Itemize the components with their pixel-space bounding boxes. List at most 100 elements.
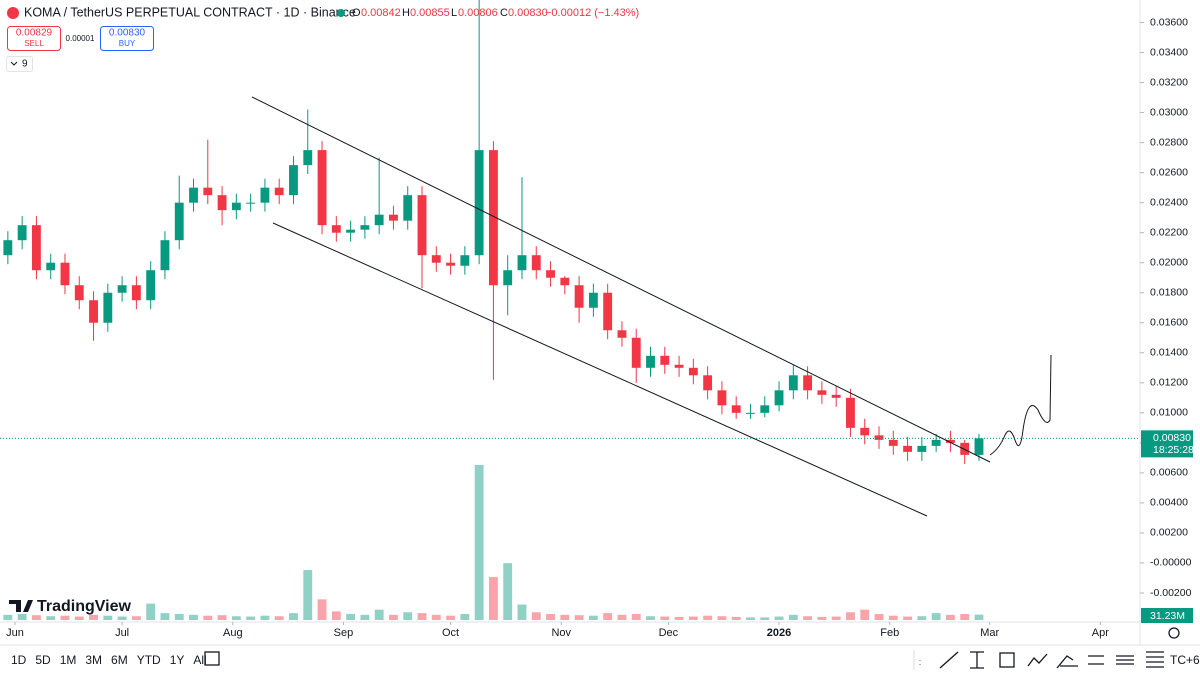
volume-bar [403,612,413,620]
volume-bar [974,614,984,620]
volume-bar [860,609,870,620]
volume-bar [131,616,141,620]
volume-bar [646,616,655,620]
h-key: H [402,7,410,19]
candle-body [317,150,327,226]
sell-box[interactable] [7,26,61,51]
volume-bar [588,615,598,620]
volume-bar [246,616,256,620]
fib-tool[interactable] [1088,655,1104,665]
candle-body [560,277,570,286]
volume-label: 31.23M [1150,610,1185,622]
candle-body [574,285,584,308]
volume-bar [274,616,284,620]
volume-bar [560,614,570,620]
indicators-box[interactable] [6,56,33,72]
brush-tool[interactable] [1056,655,1078,669]
range-button[interactable]: 1Y [170,653,185,667]
y-tick-label: 0.02000 [1150,256,1188,268]
path-tool[interactable] [1027,653,1048,667]
range-button[interactable]: 6M [111,653,128,667]
candle-body [803,375,813,391]
candle-body [617,330,627,338]
text-tool[interactable] [1146,651,1164,668]
volume-bar [189,614,198,620]
candle-body [274,187,284,196]
buy-button[interactable]: 0.00830 BUY [100,26,154,51]
volume-tag [1141,608,1193,623]
buy-label[interactable]: BUY [119,39,136,48]
c-key: C [500,7,508,19]
brand-name: TradingView [37,598,132,615]
volume-bar [703,615,713,620]
y-tick-label: 0.01200 [1150,377,1188,389]
y-tick-label: 0.01800 [1150,287,1188,299]
symbol-icon [7,7,19,19]
y-tick-label: 0.02400 [1150,196,1188,208]
volume-bar [531,612,541,620]
candle-body [631,337,641,368]
volume-bar [74,616,84,620]
candle-body [674,364,684,368]
x-tick-label: Dec [659,627,679,639]
last-price-tag [1141,430,1193,458]
candle-body [346,229,356,233]
range-button[interactable]: YTD [137,653,161,667]
candle-body [503,270,513,286]
chevron-icon[interactable] [10,61,18,66]
measure-tool[interactable] [970,651,984,669]
candle-body [417,195,427,256]
range-button[interactable]: 5D [35,653,51,667]
candle-body [31,225,41,271]
indicators-toggle[interactable]: 9 [6,56,33,72]
candle-body [474,150,484,256]
position-tool[interactable] [1116,655,1134,665]
volume-bar [517,604,527,620]
sell-label[interactable]: SELL [24,39,44,48]
y-tick-label: 0.03000 [1150,106,1188,118]
volume-bar [203,615,213,620]
range-button[interactable]: All [193,653,206,667]
range-button[interactable]: 1M [60,653,77,667]
candle-body [717,390,727,406]
candle-body [289,165,298,196]
candle-body [860,427,870,436]
candle-body [945,439,955,443]
date-range-icon[interactable] [204,651,220,666]
y-tick-label: 0.03200 [1150,76,1188,88]
x-tick-label: Jun [6,627,24,639]
x-tick-label: Feb [880,627,899,639]
buy-price[interactable]: 0.00830 [109,28,146,39]
sell-price[interactable]: 0.00829 [16,28,53,39]
volume-bar [488,576,498,620]
trendline-tool[interactable] [939,651,959,669]
buy-box[interactable] [100,26,154,51]
volume-bar [631,613,641,620]
candle-body [588,292,598,308]
x-tick-label: Mar [980,627,999,639]
sell-button[interactable]: 0.00829 SELL [7,26,61,51]
volume-bar [617,614,627,620]
lower-trendline [272,222,928,517]
indicators-count[interactable]: 9 [22,59,28,70]
x-tick-label: Sep [334,627,354,639]
range-button[interactable]: 3M [85,653,102,667]
y-tick-label: 0.01000 [1150,407,1188,419]
candle-body [874,435,884,440]
volume-bar [831,616,841,620]
candle-body [246,202,256,204]
rect-tool[interactable] [999,652,1015,668]
volume-bar [788,614,798,620]
y-tick-label: 0.02200 [1150,226,1188,238]
volume-bar [3,614,13,620]
projection-path [989,354,1052,456]
settings-icon[interactable] [1168,627,1180,639]
timezone[interactable]: TC+6 [1170,653,1200,667]
candle-body [917,445,927,452]
volume-bar [917,616,927,620]
volume-bar [260,615,270,620]
y-tick-label: 0.02600 [1150,166,1188,178]
volume-bar [231,616,241,620]
range-button[interactable]: 1D [11,653,27,667]
